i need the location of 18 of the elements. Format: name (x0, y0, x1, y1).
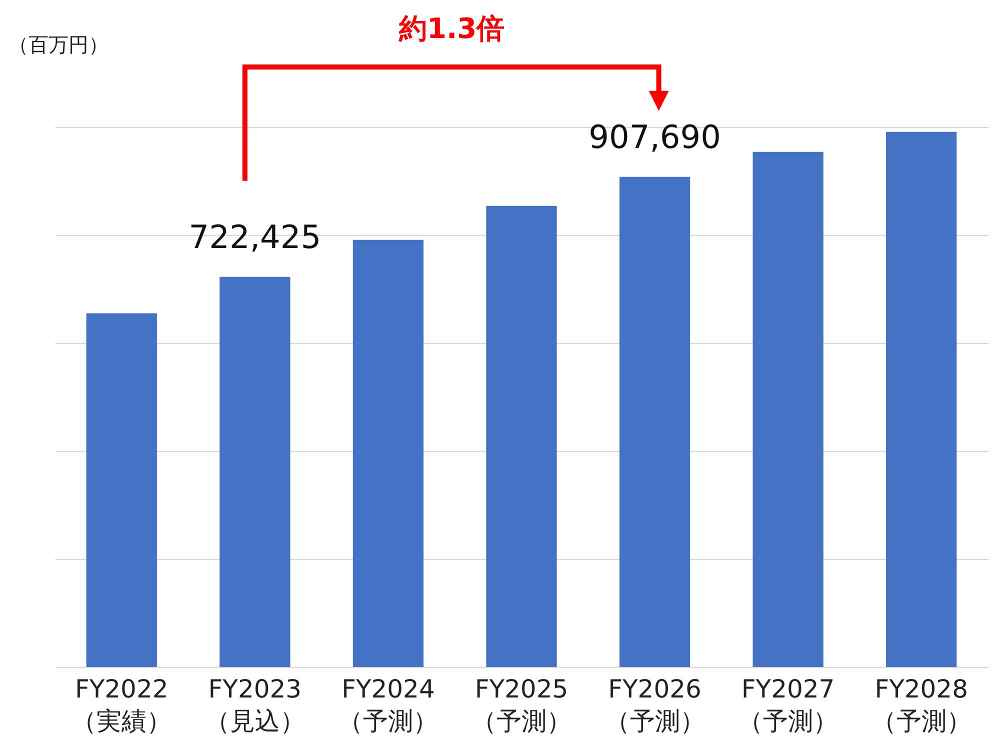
x-tick-label: FY2024 （予測） (338, 674, 438, 736)
x-tick-label: FY2026 （予測） (604, 674, 705, 736)
data-label: 722,425 (188, 218, 322, 256)
x-tick-label: FY2023 （見込） (204, 674, 305, 736)
x-tick-label: FY2028 （予測） (871, 674, 972, 736)
bar (619, 176, 690, 667)
y-axis-title: （百万円） (8, 32, 108, 56)
bar (486, 206, 557, 667)
x-tick-label: FY2022 （実績） (72, 674, 172, 736)
x-tick-label: FY2025 （予測） (472, 674, 572, 736)
bar (86, 313, 157, 667)
bar (352, 240, 424, 667)
bar (752, 152, 824, 667)
data-label: 907,690 (588, 118, 721, 156)
bar (886, 132, 957, 667)
text: 約1.3倍 (399, 11, 505, 47)
bar (220, 276, 290, 667)
x-tick-label: FY2027 （予測） (738, 674, 838, 736)
